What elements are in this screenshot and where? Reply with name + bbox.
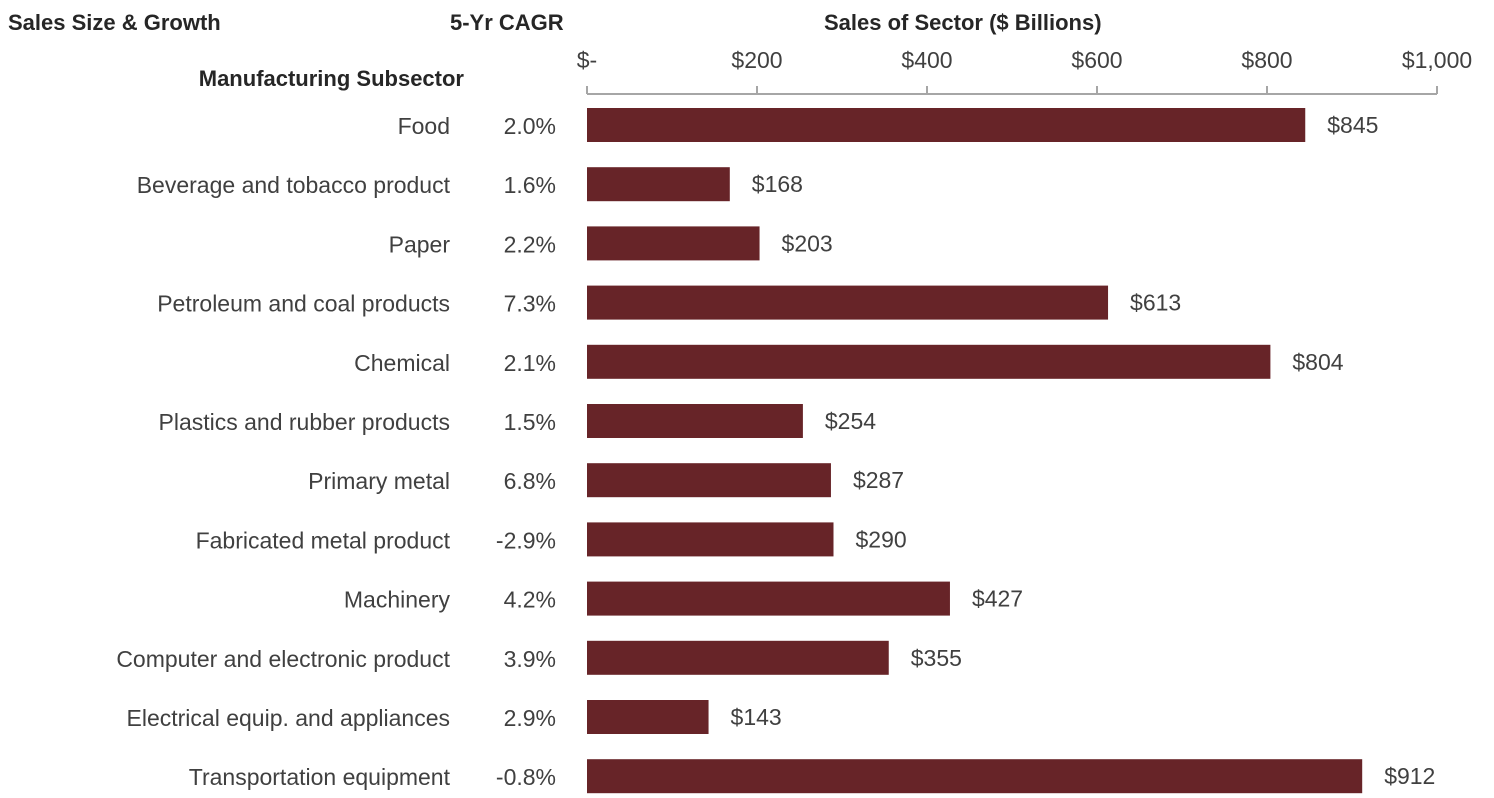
value-label: $143 xyxy=(731,704,782,730)
x-tick-label: $400 xyxy=(901,47,952,73)
cagr-value: 3.9% xyxy=(504,646,556,672)
x-tick-label: $200 xyxy=(731,47,782,73)
value-label: $355 xyxy=(911,645,962,671)
cagr-value: 2.0% xyxy=(504,113,556,139)
category-label: Petroleum and coal products xyxy=(157,291,450,317)
bar xyxy=(587,641,889,675)
bar xyxy=(587,700,709,734)
cagr-value: 1.6% xyxy=(504,172,556,198)
value-label: $168 xyxy=(752,171,803,197)
bar xyxy=(587,167,730,201)
x-axis: $- $200 $400 $600 $800 $1,000 xyxy=(577,47,1472,94)
cagr-value: -2.9% xyxy=(496,527,556,553)
category-label: Fabricated metal product xyxy=(196,527,451,553)
cagr-value: 7.3% xyxy=(504,291,556,317)
category-label: Machinery xyxy=(344,587,451,613)
value-label: $613 xyxy=(1130,290,1181,316)
cagr-value: 2.2% xyxy=(504,231,556,257)
value-label: $845 xyxy=(1327,112,1378,138)
bar xyxy=(587,226,760,260)
x-tick-label: $600 xyxy=(1071,47,1122,73)
value-label: $203 xyxy=(782,230,833,256)
bar xyxy=(587,108,1305,142)
category-label: Plastics and rubber products xyxy=(159,409,451,435)
x-tick-label: $800 xyxy=(1241,47,1292,73)
cagr-value: 1.5% xyxy=(504,409,556,435)
category-label: Primary metal xyxy=(308,468,450,494)
value-label: $804 xyxy=(1292,349,1343,375)
value-label: $912 xyxy=(1384,763,1435,789)
bar xyxy=(587,582,950,616)
category-label: Chemical xyxy=(354,350,450,376)
x-tick-label: $1,000 xyxy=(1402,47,1472,73)
value-label: $427 xyxy=(972,586,1023,612)
category-label: Beverage and tobacco product xyxy=(137,172,451,198)
cagr-value: 6.8% xyxy=(504,468,556,494)
bar xyxy=(587,286,1108,320)
value-label: $254 xyxy=(825,408,876,434)
category-label: Computer and electronic product xyxy=(116,646,450,672)
cagr-value: 4.2% xyxy=(504,587,556,613)
value-label: $290 xyxy=(856,526,907,552)
bar xyxy=(587,404,803,438)
x-tick-label: $- xyxy=(577,47,597,73)
bar xyxy=(587,345,1270,379)
bars xyxy=(587,108,1362,793)
category-label: Transportation equipment xyxy=(189,764,451,790)
cagr-value: -0.8% xyxy=(496,764,556,790)
category-label: Electrical equip. and appliances xyxy=(127,705,450,731)
category-label: Food xyxy=(398,113,450,139)
bar xyxy=(587,463,831,497)
bar xyxy=(587,522,834,556)
labels: Food 2.0% $845 Beverage and tobacco product… xyxy=(116,112,1435,790)
value-label: $287 xyxy=(853,467,904,493)
bar xyxy=(587,759,1362,793)
cagr-value: 2.9% xyxy=(504,705,556,731)
category-label: Paper xyxy=(389,231,451,257)
cagr-value: 2.1% xyxy=(504,350,556,376)
